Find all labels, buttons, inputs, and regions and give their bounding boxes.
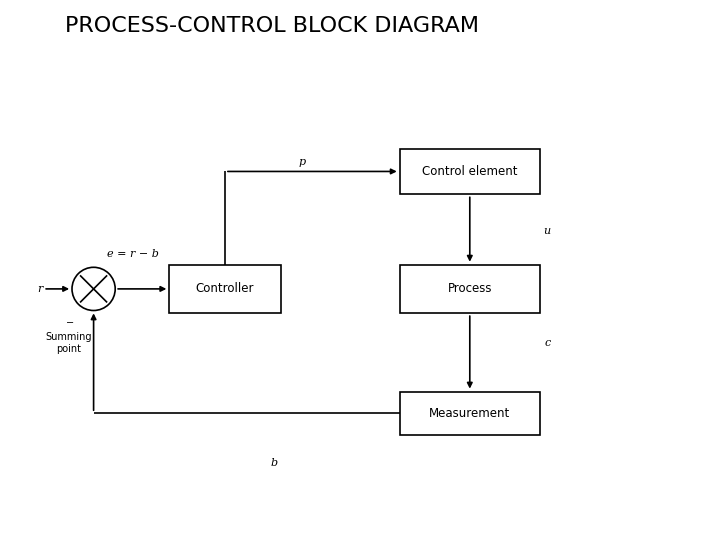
Bar [400,392,540,435]
Text: Controller: Controller [196,282,254,295]
Bar [169,265,281,313]
Bar [400,148,540,194]
Bar [400,265,540,313]
Text: c: c [544,338,550,348]
Text: b: b [270,458,277,468]
Text: −: − [66,319,74,328]
Text: Control element: Control element [422,165,518,178]
Text: Measurement: Measurement [429,407,510,420]
Text: Process: Process [448,282,492,295]
Text: PROCESS-CONTROL BLOCK DIAGRAM: PROCESS-CONTROL BLOCK DIAGRAM [65,16,479,36]
Text: r: r [37,284,42,294]
Text: Summing
point: Summing point [45,332,91,354]
Text: e = r − b: e = r − b [107,249,159,259]
Ellipse shape [72,267,115,310]
Text: u: u [544,226,551,236]
Text: p: p [299,157,306,167]
